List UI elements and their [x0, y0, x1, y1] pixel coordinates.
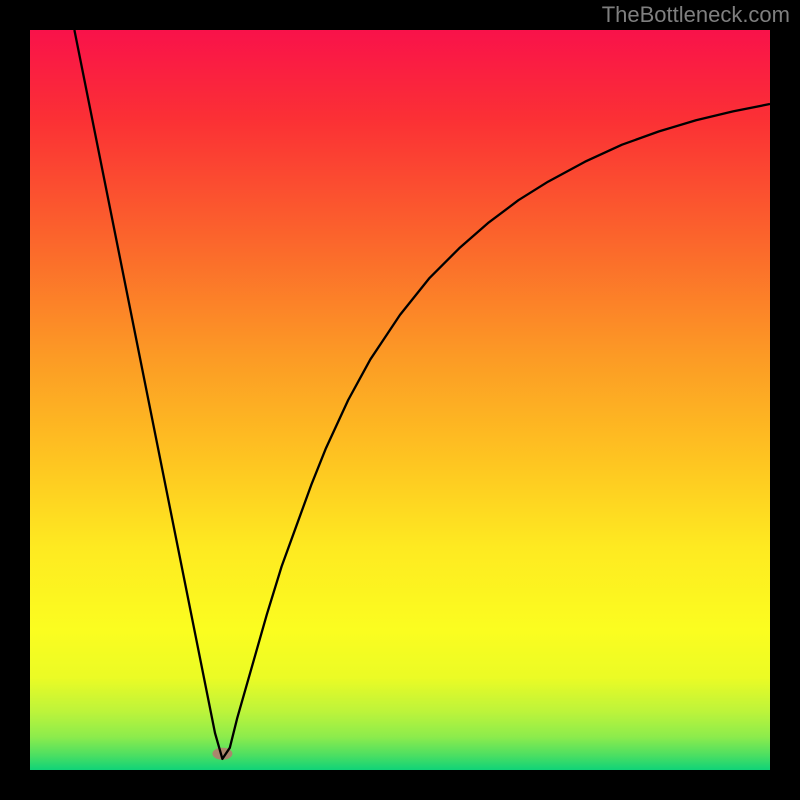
watermark-text: TheBottleneck.com: [602, 2, 790, 27]
plot-gradient-background: [30, 30, 770, 770]
bottleneck-chart: TheBottleneck.com: [0, 0, 800, 800]
